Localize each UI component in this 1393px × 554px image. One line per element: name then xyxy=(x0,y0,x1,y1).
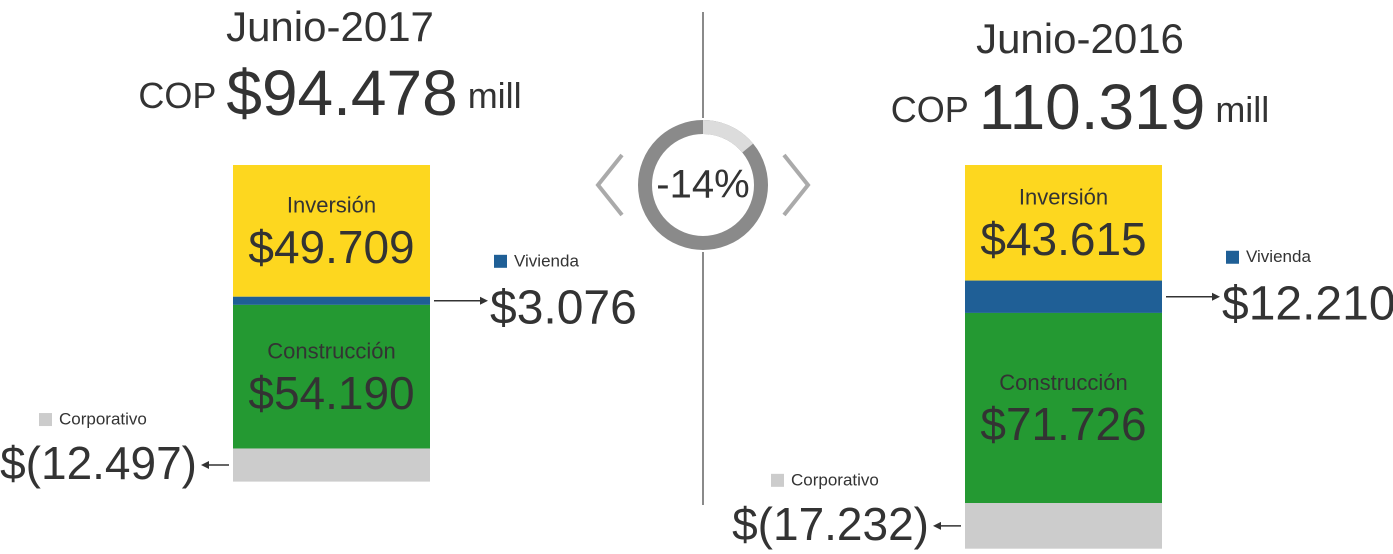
segment-name: Inversión xyxy=(1019,185,1108,210)
change-label: -14% xyxy=(656,163,749,207)
segment-value: $43.615 xyxy=(980,213,1146,265)
total: 110.319 xyxy=(979,71,1206,143)
segment-value: $54.190 xyxy=(248,367,414,419)
unit: mill xyxy=(1215,89,1269,130)
bar-segment xyxy=(965,503,1162,549)
chevron-left xyxy=(595,153,624,217)
segment-name: Corporativo xyxy=(791,470,879,489)
segment-name: Construcción xyxy=(999,370,1127,395)
bar-segment xyxy=(233,448,430,482)
bar-segment xyxy=(965,165,1162,281)
currency: COP xyxy=(138,75,216,116)
chevron-right xyxy=(782,153,811,217)
total-line: COP 110.319 mill xyxy=(891,71,1270,143)
legend-swatch xyxy=(39,413,52,427)
segment-value: $3.076 xyxy=(490,281,637,334)
currency: COP xyxy=(891,89,969,130)
period: Junio-2017 xyxy=(226,3,434,50)
segment-name: Inversión xyxy=(287,193,376,218)
segment-name: Corporativo xyxy=(59,410,147,429)
segment-name: Construcción xyxy=(267,338,395,363)
bar-segment xyxy=(965,312,1162,504)
legend-swatch xyxy=(771,473,784,487)
segment-value: $12.210 xyxy=(1222,277,1393,330)
segment-value: $49.709 xyxy=(248,221,414,273)
bar-segment xyxy=(233,165,430,297)
arrow-head xyxy=(201,461,209,470)
bar-segment xyxy=(965,280,1162,313)
unit: mill xyxy=(468,75,522,116)
arrow-head xyxy=(933,521,941,530)
bar-segment xyxy=(233,296,430,305)
period: Junio-2016 xyxy=(976,15,1184,62)
segment-value: $(17.232) xyxy=(732,498,929,550)
ring-arc xyxy=(638,120,768,250)
legend-swatch xyxy=(494,254,507,268)
legend-swatch xyxy=(1226,250,1239,264)
bar-segment xyxy=(233,304,430,449)
segment-name: Vivienda xyxy=(1246,247,1311,266)
segment-name: Vivienda xyxy=(514,251,579,270)
total: $94.478 xyxy=(226,57,457,129)
arrow-head xyxy=(1212,292,1220,301)
total-line: COP $94.478 mill xyxy=(138,57,521,129)
segment-value: $(12.497) xyxy=(0,437,197,489)
segment-value: $71.726 xyxy=(980,398,1146,450)
arrow-head xyxy=(480,296,488,305)
